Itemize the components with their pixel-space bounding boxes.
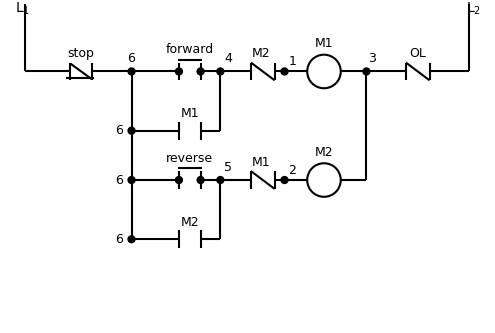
- Text: 6: 6: [115, 173, 123, 186]
- Circle shape: [128, 127, 135, 134]
- Circle shape: [197, 176, 204, 183]
- Circle shape: [197, 68, 204, 75]
- Text: forward: forward: [166, 43, 214, 56]
- Circle shape: [217, 176, 224, 183]
- Text: L$_2$: L$_2$: [466, 1, 482, 18]
- Text: reverse: reverse: [166, 152, 213, 165]
- Circle shape: [175, 176, 182, 183]
- Text: 3: 3: [368, 52, 376, 65]
- Circle shape: [128, 68, 135, 75]
- Text: M1: M1: [181, 108, 199, 121]
- Text: 6: 6: [128, 52, 136, 65]
- Text: stop: stop: [68, 47, 95, 60]
- Text: OL: OL: [409, 47, 426, 60]
- Circle shape: [281, 68, 288, 75]
- Text: 2: 2: [289, 164, 297, 176]
- Text: 6: 6: [115, 124, 123, 137]
- Text: M1: M1: [251, 156, 270, 169]
- Circle shape: [175, 68, 182, 75]
- Text: L$_1$: L$_1$: [15, 1, 31, 18]
- Text: M1: M1: [315, 37, 333, 50]
- Text: 6: 6: [115, 233, 123, 246]
- Text: M2: M2: [181, 216, 199, 229]
- Text: M2: M2: [315, 146, 333, 159]
- Circle shape: [128, 236, 135, 243]
- Text: M2: M2: [251, 47, 270, 60]
- Text: 5: 5: [224, 161, 232, 174]
- Text: 1: 1: [289, 55, 297, 68]
- Circle shape: [128, 176, 135, 183]
- Text: 4: 4: [224, 52, 232, 65]
- Circle shape: [281, 176, 288, 183]
- Circle shape: [363, 68, 370, 75]
- Circle shape: [217, 68, 224, 75]
